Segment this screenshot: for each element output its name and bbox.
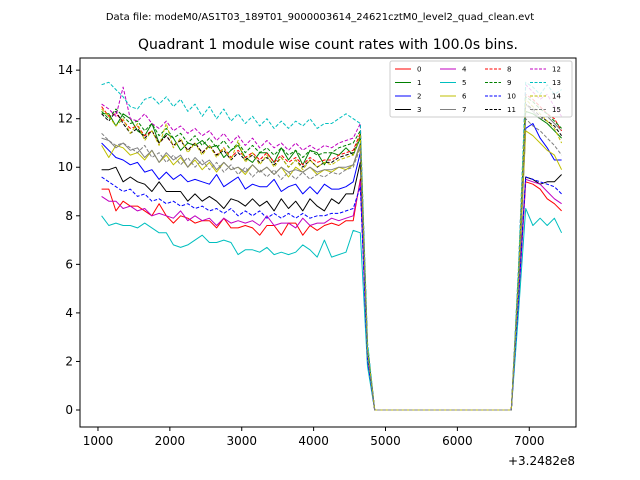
legend-label-module-9: 9	[507, 79, 511, 87]
y-tick-label: 0	[65, 403, 73, 417]
x-tick-label: 6000	[442, 434, 473, 448]
legend-label-module-0: 0	[417, 66, 421, 74]
y-tick-label: 12	[58, 112, 73, 126]
legend-label-module-5: 5	[462, 79, 466, 87]
chart-title: Quadrant 1 module wise count rates with …	[138, 37, 518, 53]
legend-label-module-12: 12	[552, 66, 561, 74]
series-line-module-0	[101, 178, 562, 411]
x-tick-label: 7000	[514, 434, 545, 448]
legend-label-module-6: 6	[462, 93, 467, 101]
plot-frame	[79, 57, 577, 428]
series-line-module-4	[101, 178, 562, 411]
series-line-module-14	[101, 98, 563, 411]
y-tick-label: 6	[65, 257, 73, 271]
y-tick-label: 4	[65, 306, 73, 320]
series-line-module-13	[101, 81, 562, 411]
figure-suptitle: Data file: modeM0/AS1T03_189T01_90000036…	[106, 12, 534, 23]
series-layer	[101, 81, 563, 411]
x-tick-label: 5000	[370, 434, 401, 448]
legend-label-module-13: 13	[552, 79, 561, 87]
legend-frame	[389, 60, 573, 118]
y-tick-label: 10	[58, 160, 73, 174]
y-tick-label: 8	[65, 209, 73, 223]
legend-label-module-14: 14	[552, 93, 561, 101]
legend-label-module-15: 15	[552, 106, 561, 114]
series-line-module-2	[101, 123, 562, 411]
legend-label-module-3: 3	[417, 106, 421, 114]
series-line-module-11	[101, 103, 563, 411]
y-tick-label: 2	[65, 354, 73, 368]
series-line-module-15	[101, 118, 563, 411]
legend-label-module-10: 10	[507, 93, 516, 101]
series-line-module-1	[101, 110, 562, 411]
series-line-module-9	[101, 96, 562, 411]
legend-label-module-2: 2	[417, 93, 421, 101]
y-axis: 0 2 4 6 8 10 12 14	[58, 63, 80, 417]
x-tick-label: 1000	[83, 434, 114, 448]
x-axis: 1000 2000 3000 4000 5000 6000 7000	[83, 427, 545, 448]
series-line-module-10	[101, 176, 562, 411]
series-line-module-12	[101, 84, 563, 411]
x-tick-label: 2000	[155, 434, 186, 448]
x-tick-label: 3000	[226, 434, 257, 448]
legend-label-module-11: 11	[507, 106, 516, 114]
series-line-module-5	[101, 208, 563, 411]
legend-label-module-1: 1	[417, 79, 421, 87]
x-offset-label: +3.2482e8	[508, 454, 575, 468]
y-tick-label: 14	[58, 63, 73, 77]
x-tick-label: 4000	[298, 434, 329, 448]
legend-label-module-4: 4	[462, 66, 467, 74]
series-line-module-3	[101, 161, 562, 411]
legend-label-module-8: 8	[507, 66, 511, 74]
legend-label-module-7: 7	[462, 106, 466, 114]
